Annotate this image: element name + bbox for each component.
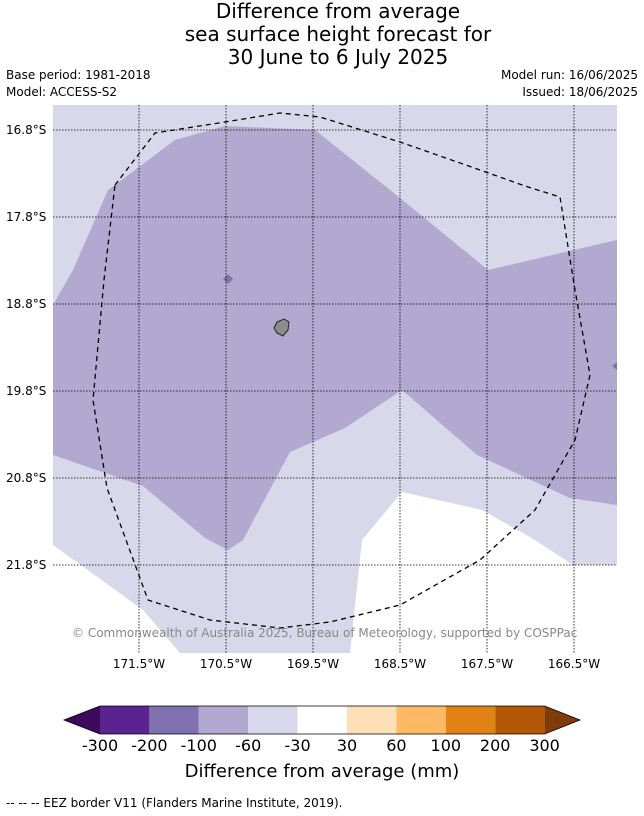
colorbar-segment-1 <box>100 706 150 734</box>
islet-marker <box>223 274 233 284</box>
map-panel <box>53 105 617 653</box>
meta-left: Base period: 1981-2018 Model: ACCESS-S2 <box>6 67 151 101</box>
colorbar-tick-7: 60 <box>386 736 407 755</box>
lat-label-16-8: 16.8°S <box>6 123 47 137</box>
lat-label-19-8: 19.8°S <box>6 384 47 398</box>
title-line-1: Difference from average <box>215 0 461 23</box>
chart-title: Difference from average sea surface heig… <box>0 0 644 69</box>
colorbar <box>62 705 582 735</box>
meta-right: Model run: 16/06/2025 Issued: 18/06/2025 <box>501 67 638 101</box>
colorbar-outline <box>62 705 582 735</box>
colorbar-tick-1: -300 <box>81 736 119 755</box>
base-period: Base period: 1981-2018 <box>6 68 151 82</box>
colorbar-segment-7 <box>396 706 446 734</box>
lat-label-18-8: 18.8°S <box>6 297 47 311</box>
colorbar-extend-high <box>544 706 580 734</box>
lat-label-21-8: 21.8°S <box>6 558 47 572</box>
eez-border <box>92 112 591 629</box>
model-name: Model: ACCESS-S2 <box>6 85 118 99</box>
map-layers <box>53 105 617 653</box>
colorbar-segment-4 <box>248 706 298 734</box>
colorbar-tick-5: -30 <box>284 736 311 755</box>
colorbar-tick-3: -100 <box>180 736 217 755</box>
title-line-2: sea surface height forecast for <box>184 22 492 46</box>
colorbar-segment-9 <box>495 706 545 734</box>
lon-label-171-5: 171.5°W <box>112 657 166 671</box>
colorbar-tick-2: -200 <box>131 736 168 755</box>
colorbar-segment-5 <box>297 706 347 734</box>
lat-label-17-8: 17.8°S <box>6 210 47 224</box>
sea-anomaly-band-minus100-to-minus60 <box>53 126 617 550</box>
lat-label-20-8: 20.8°S <box>6 471 47 485</box>
colorbar-segment-2 <box>149 706 199 734</box>
colorbar-tick-9: 200 <box>479 736 511 755</box>
colorbar-segment-8 <box>445 706 496 734</box>
colorbar-tick-4: -60 <box>235 736 262 755</box>
lon-label-166-5: 166.5°W <box>547 657 601 671</box>
issued-date: Issued: 18/06/2025 <box>522 85 638 99</box>
model-run: Model run: 16/06/2025 <box>500 68 638 82</box>
east-edge-marker <box>612 362 617 370</box>
lon-label-167-5: 167.5°W <box>460 657 514 671</box>
copyright-notice: © Commonwealth of Australia 2025, Bureau… <box>72 626 578 640</box>
colorbar-tick-8: 100 <box>430 736 462 755</box>
colorbar-segment-3 <box>198 706 249 734</box>
lon-label-170-5: 170.5°W <box>199 657 253 671</box>
graticule <box>53 105 617 653</box>
colorbar-tick-10: 300 <box>529 736 560 755</box>
colorbar-extend-low <box>64 706 100 734</box>
lon-label-169-5: 169.5°W <box>286 657 340 671</box>
title-line-3: 30 June to 6 July 2025 <box>227 45 449 69</box>
colorbar-segment-6 <box>347 706 397 734</box>
lon-label-168-5: 168.5°W <box>373 657 427 671</box>
colorbar-tick-6: 30 <box>336 736 358 755</box>
eez-legend-note: -- -- -- EEZ border V11 (Flanders Marine… <box>6 796 343 810</box>
colorbar-title: Difference from average (mm) <box>184 761 460 782</box>
island-land <box>273 318 290 337</box>
